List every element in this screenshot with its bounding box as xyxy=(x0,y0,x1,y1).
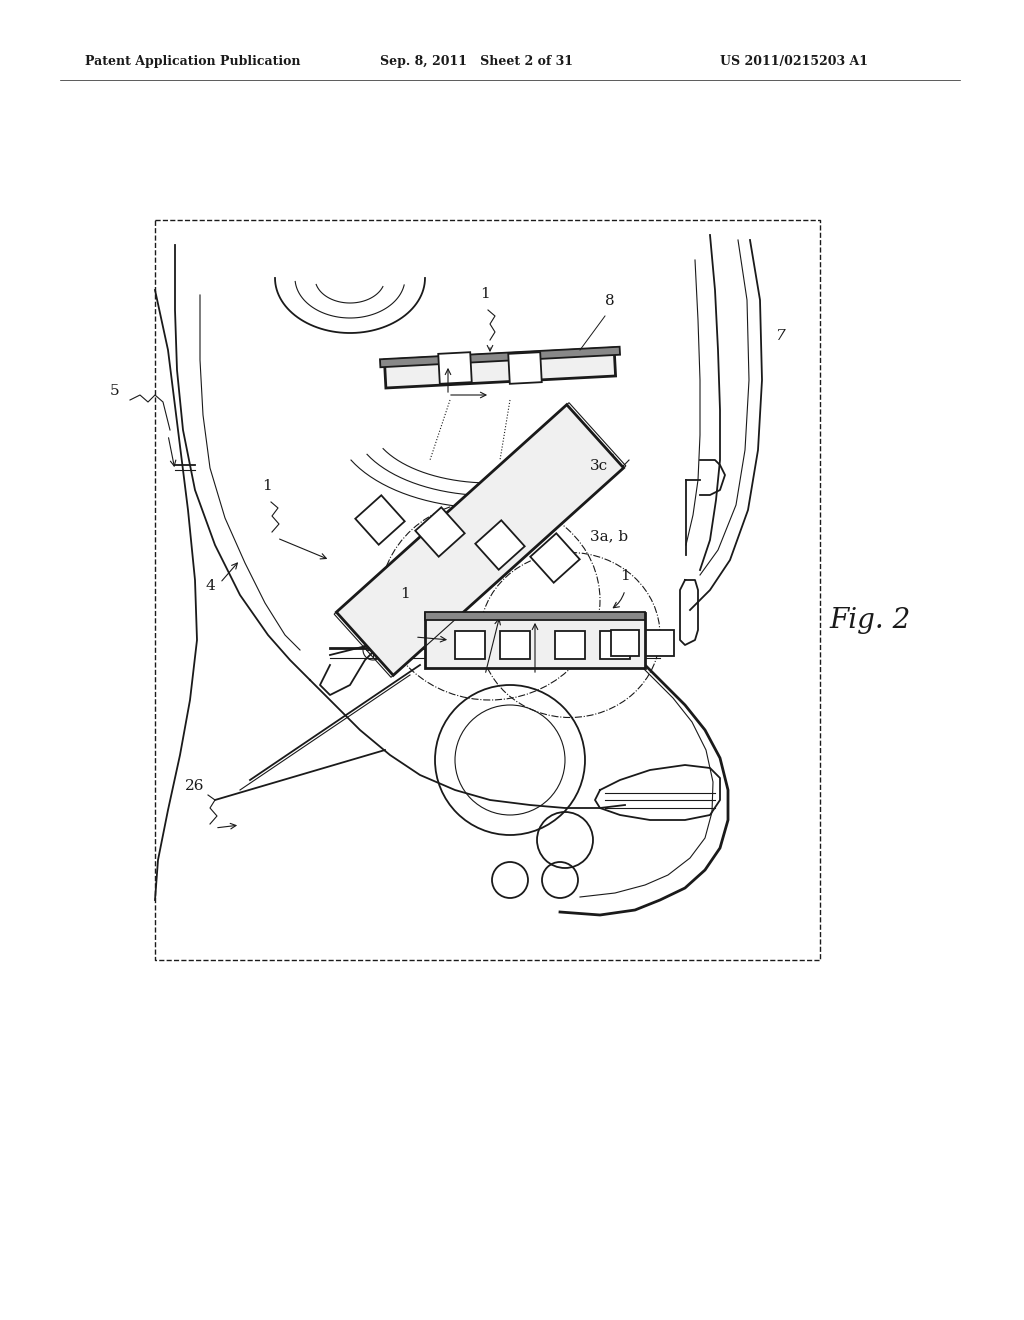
Polygon shape xyxy=(336,405,624,676)
Polygon shape xyxy=(380,347,621,367)
Text: 3c: 3c xyxy=(590,459,608,473)
Text: 5: 5 xyxy=(111,384,120,399)
Polygon shape xyxy=(438,352,472,384)
Text: Fig. 2: Fig. 2 xyxy=(829,606,910,634)
Polygon shape xyxy=(416,507,465,557)
Text: 4: 4 xyxy=(205,579,215,593)
Text: 26: 26 xyxy=(185,779,205,793)
Text: 7: 7 xyxy=(775,329,784,343)
Polygon shape xyxy=(425,612,645,668)
Polygon shape xyxy=(508,352,542,384)
Polygon shape xyxy=(455,631,485,659)
Polygon shape xyxy=(646,630,674,656)
Text: 1: 1 xyxy=(620,569,630,583)
Polygon shape xyxy=(355,495,404,545)
Polygon shape xyxy=(530,533,580,582)
Text: Sep. 8, 2011   Sheet 2 of 31: Sep. 8, 2011 Sheet 2 of 31 xyxy=(380,55,573,69)
Text: 1: 1 xyxy=(262,479,271,492)
Polygon shape xyxy=(384,348,615,388)
Polygon shape xyxy=(600,631,630,659)
Polygon shape xyxy=(555,631,585,659)
Text: 1: 1 xyxy=(480,286,489,301)
Text: 8: 8 xyxy=(605,294,614,308)
Text: 3a, b: 3a, b xyxy=(590,529,628,543)
Polygon shape xyxy=(425,612,645,620)
Text: 1: 1 xyxy=(400,587,410,601)
Polygon shape xyxy=(475,520,524,570)
Text: US 2011/0215203 A1: US 2011/0215203 A1 xyxy=(720,55,868,69)
Polygon shape xyxy=(500,631,530,659)
Text: Patent Application Publication: Patent Application Publication xyxy=(85,55,300,69)
Polygon shape xyxy=(611,630,639,656)
